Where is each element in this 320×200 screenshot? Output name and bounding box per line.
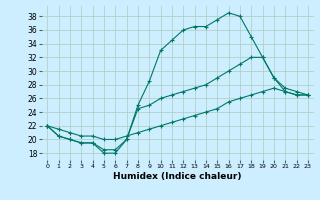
X-axis label: Humidex (Indice chaleur): Humidex (Indice chaleur) — [113, 172, 242, 181]
